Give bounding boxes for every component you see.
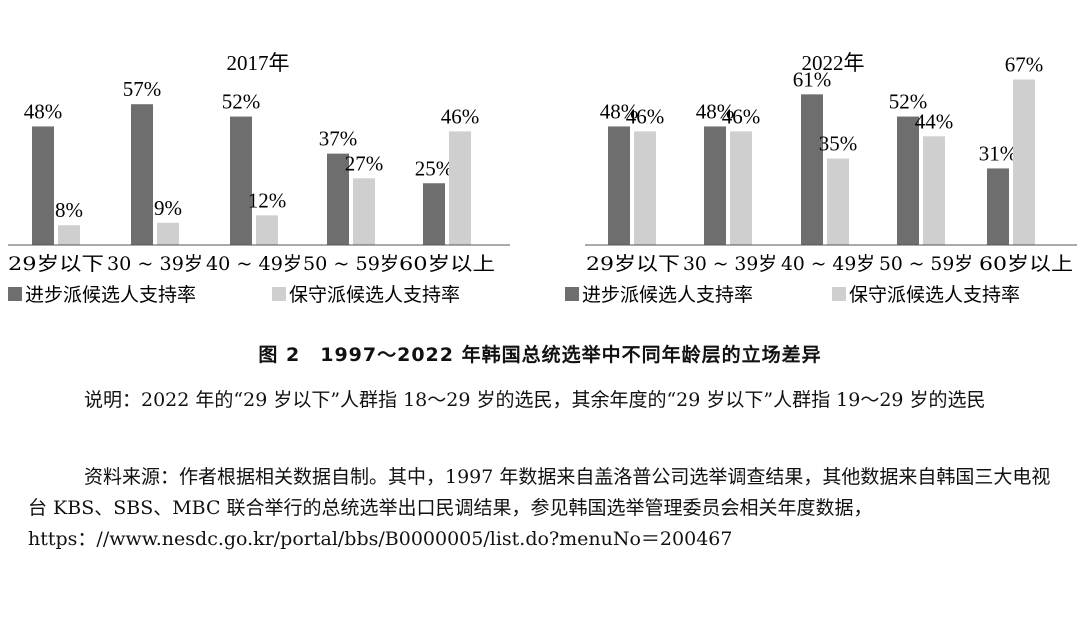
tick-label-2022-4: 60岁以上	[979, 253, 1073, 275]
value-label-progressive-2022-2: 61%	[793, 67, 832, 91]
value-label-progressive-2022-1: 48%	[696, 99, 735, 123]
value-label-progressive-2017-4: 25%	[415, 156, 454, 180]
tick-label-2022-3: 50 ~ 59岁	[879, 253, 973, 275]
legend-swatch-progressive-2022	[565, 287, 579, 301]
chart-2017: 2017年 48% 8% 57% 9% 52% 12% 37%27% 25% 46% 29岁以下…	[8, 51, 510, 306]
value-label-conservative-2017-3: 27%	[345, 151, 384, 175]
value-label-conservative-2022-0: 46%	[626, 104, 665, 128]
tick-label-2022-0: 29岁以下	[586, 253, 680, 275]
bar-progressive-2017-4	[423, 183, 445, 245]
value-label-conservative-2017-0: 8%	[55, 198, 83, 222]
value-label-conservative-2017-2: 12%	[248, 188, 287, 212]
legend-label-conservative-2017: 保守派候选人支持率	[289, 284, 460, 306]
value-label-conservative-2022-4: 67%	[1005, 53, 1044, 77]
legend-2022: 进步派候选人支持率 保守派候选人支持率	[565, 284, 1020, 306]
legend-swatch-conservative-2022	[832, 287, 846, 301]
bar-conservative-2017-2	[256, 215, 278, 245]
bar-progressive-2022-4	[987, 168, 1009, 245]
explanation-note: 说明：2022 年的“29 岁以下”人群指 18～29 岁的选民，其余年度的“2…	[28, 385, 1068, 416]
tick-labels-2017: 29岁以下 30 ~ 39岁 40 ~ 49岁 50 ~ 59岁 60岁以上	[8, 253, 495, 275]
bar-progressive-2022-1	[704, 126, 726, 245]
source-text: 资料来源：作者根据相关数据自制。其中，1997 年数据来自盖洛普公司选举调查结果…	[28, 466, 1051, 550]
legend-label-conservative-2022: 保守派候选人支持率	[849, 284, 1020, 306]
bars-2022: 48%46% 48%46%61%35%52%44%31%67%	[600, 53, 1044, 245]
tick-label-2017-0: 29岁以下	[8, 253, 104, 275]
legend-2017: 进步派候选人支持率 保守派候选人支持率	[8, 284, 460, 306]
legend-label-progressive-2017: 进步派候选人支持率	[25, 284, 196, 306]
bars-2017: 48% 8% 57% 9% 52% 12% 37%27% 25% 46%	[24, 77, 480, 246]
value-label-conservative-2017-4: 46%	[441, 104, 480, 128]
tick-label-2017-1: 30 ~ 39岁	[107, 253, 203, 275]
bar-progressive-2017-2	[230, 116, 252, 245]
legend-swatch-conservative-2017	[272, 287, 286, 301]
legend-swatch-progressive-2017	[8, 287, 22, 301]
bar-conservative-2017-1	[157, 222, 179, 245]
bar-conservative-2017-0	[58, 225, 80, 245]
value-label-progressive-2022-0: 48%	[600, 99, 639, 123]
bar-progressive-2017-1	[131, 104, 153, 246]
bar-progressive-2017-3	[327, 153, 349, 245]
bar-conservative-2022-1	[730, 131, 752, 245]
value-label-progressive-2017-1: 57%	[123, 77, 162, 101]
bar-conservative-2017-4	[449, 131, 471, 245]
chart-2022: 2022年 48%46% 48%46%61%35%52%44%31%67% 29岁…	[565, 51, 1077, 306]
value-label-conservative-2022-2: 35%	[819, 132, 858, 156]
tick-label-2022-1: 30 ~ 39岁	[683, 253, 777, 275]
tick-label-2022-2: 40 ~ 49岁	[781, 253, 875, 275]
figure-charts: 2017年 48% 8% 57% 9% 52% 12% 37%27% 25% 46% 29岁以下…	[8, 51, 1077, 306]
bar-conservative-2022-2	[827, 158, 849, 245]
tick-label-2017-2: 40 ~ 49岁	[206, 253, 302, 275]
value-label-progressive-2022-3: 52%	[889, 90, 928, 114]
chart-title-2017: 2017年	[227, 51, 290, 75]
bar-conservative-2022-0	[634, 131, 656, 245]
legend-label-progressive-2022: 进步派候选人支持率	[582, 284, 753, 306]
figure-caption: 图 2 1997～2022 年韩国总统选举中不同年龄层的立场差异	[258, 344, 822, 366]
bar-conservative-2017-3	[353, 178, 375, 245]
value-label-conservative-2022-3: 44%	[915, 109, 954, 133]
value-label-progressive-2017-0: 48%	[24, 99, 63, 123]
bar-progressive-2022-2	[801, 94, 823, 245]
bar-progressive-2022-3	[897, 116, 919, 245]
value-label-progressive-2022-4: 31%	[979, 141, 1018, 165]
value-label-progressive-2017-3: 37%	[319, 127, 358, 151]
bar-conservative-2022-3	[923, 136, 945, 245]
explanation-text: 说明：2022 年的“29 岁以下”人群指 18～29 岁的选民，其余年度的“2…	[84, 389, 986, 411]
chart-title-2022: 2022年	[802, 51, 865, 75]
bar-progressive-2022-0	[608, 126, 630, 245]
value-label-progressive-2017-2: 52%	[222, 90, 261, 114]
tick-label-2017-3: 50 ~ 59岁	[303, 253, 399, 275]
tick-label-2017-4: 60岁以上	[399, 253, 495, 275]
value-label-conservative-2017-1: 9%	[154, 196, 182, 220]
tick-labels-2022: 29岁以下 30 ~ 39岁 40 ~ 49岁 50 ~ 59岁 60岁以上	[586, 253, 1073, 275]
bar-progressive-2017-0	[32, 126, 54, 245]
value-label-conservative-2022-1: 46%	[722, 104, 761, 128]
bar-conservative-2022-4	[1013, 79, 1035, 245]
source-note: 资料来源：作者根据相关数据自制。其中，1997 年数据来自盖洛普公司选举调查结果…	[28, 462, 1068, 555]
